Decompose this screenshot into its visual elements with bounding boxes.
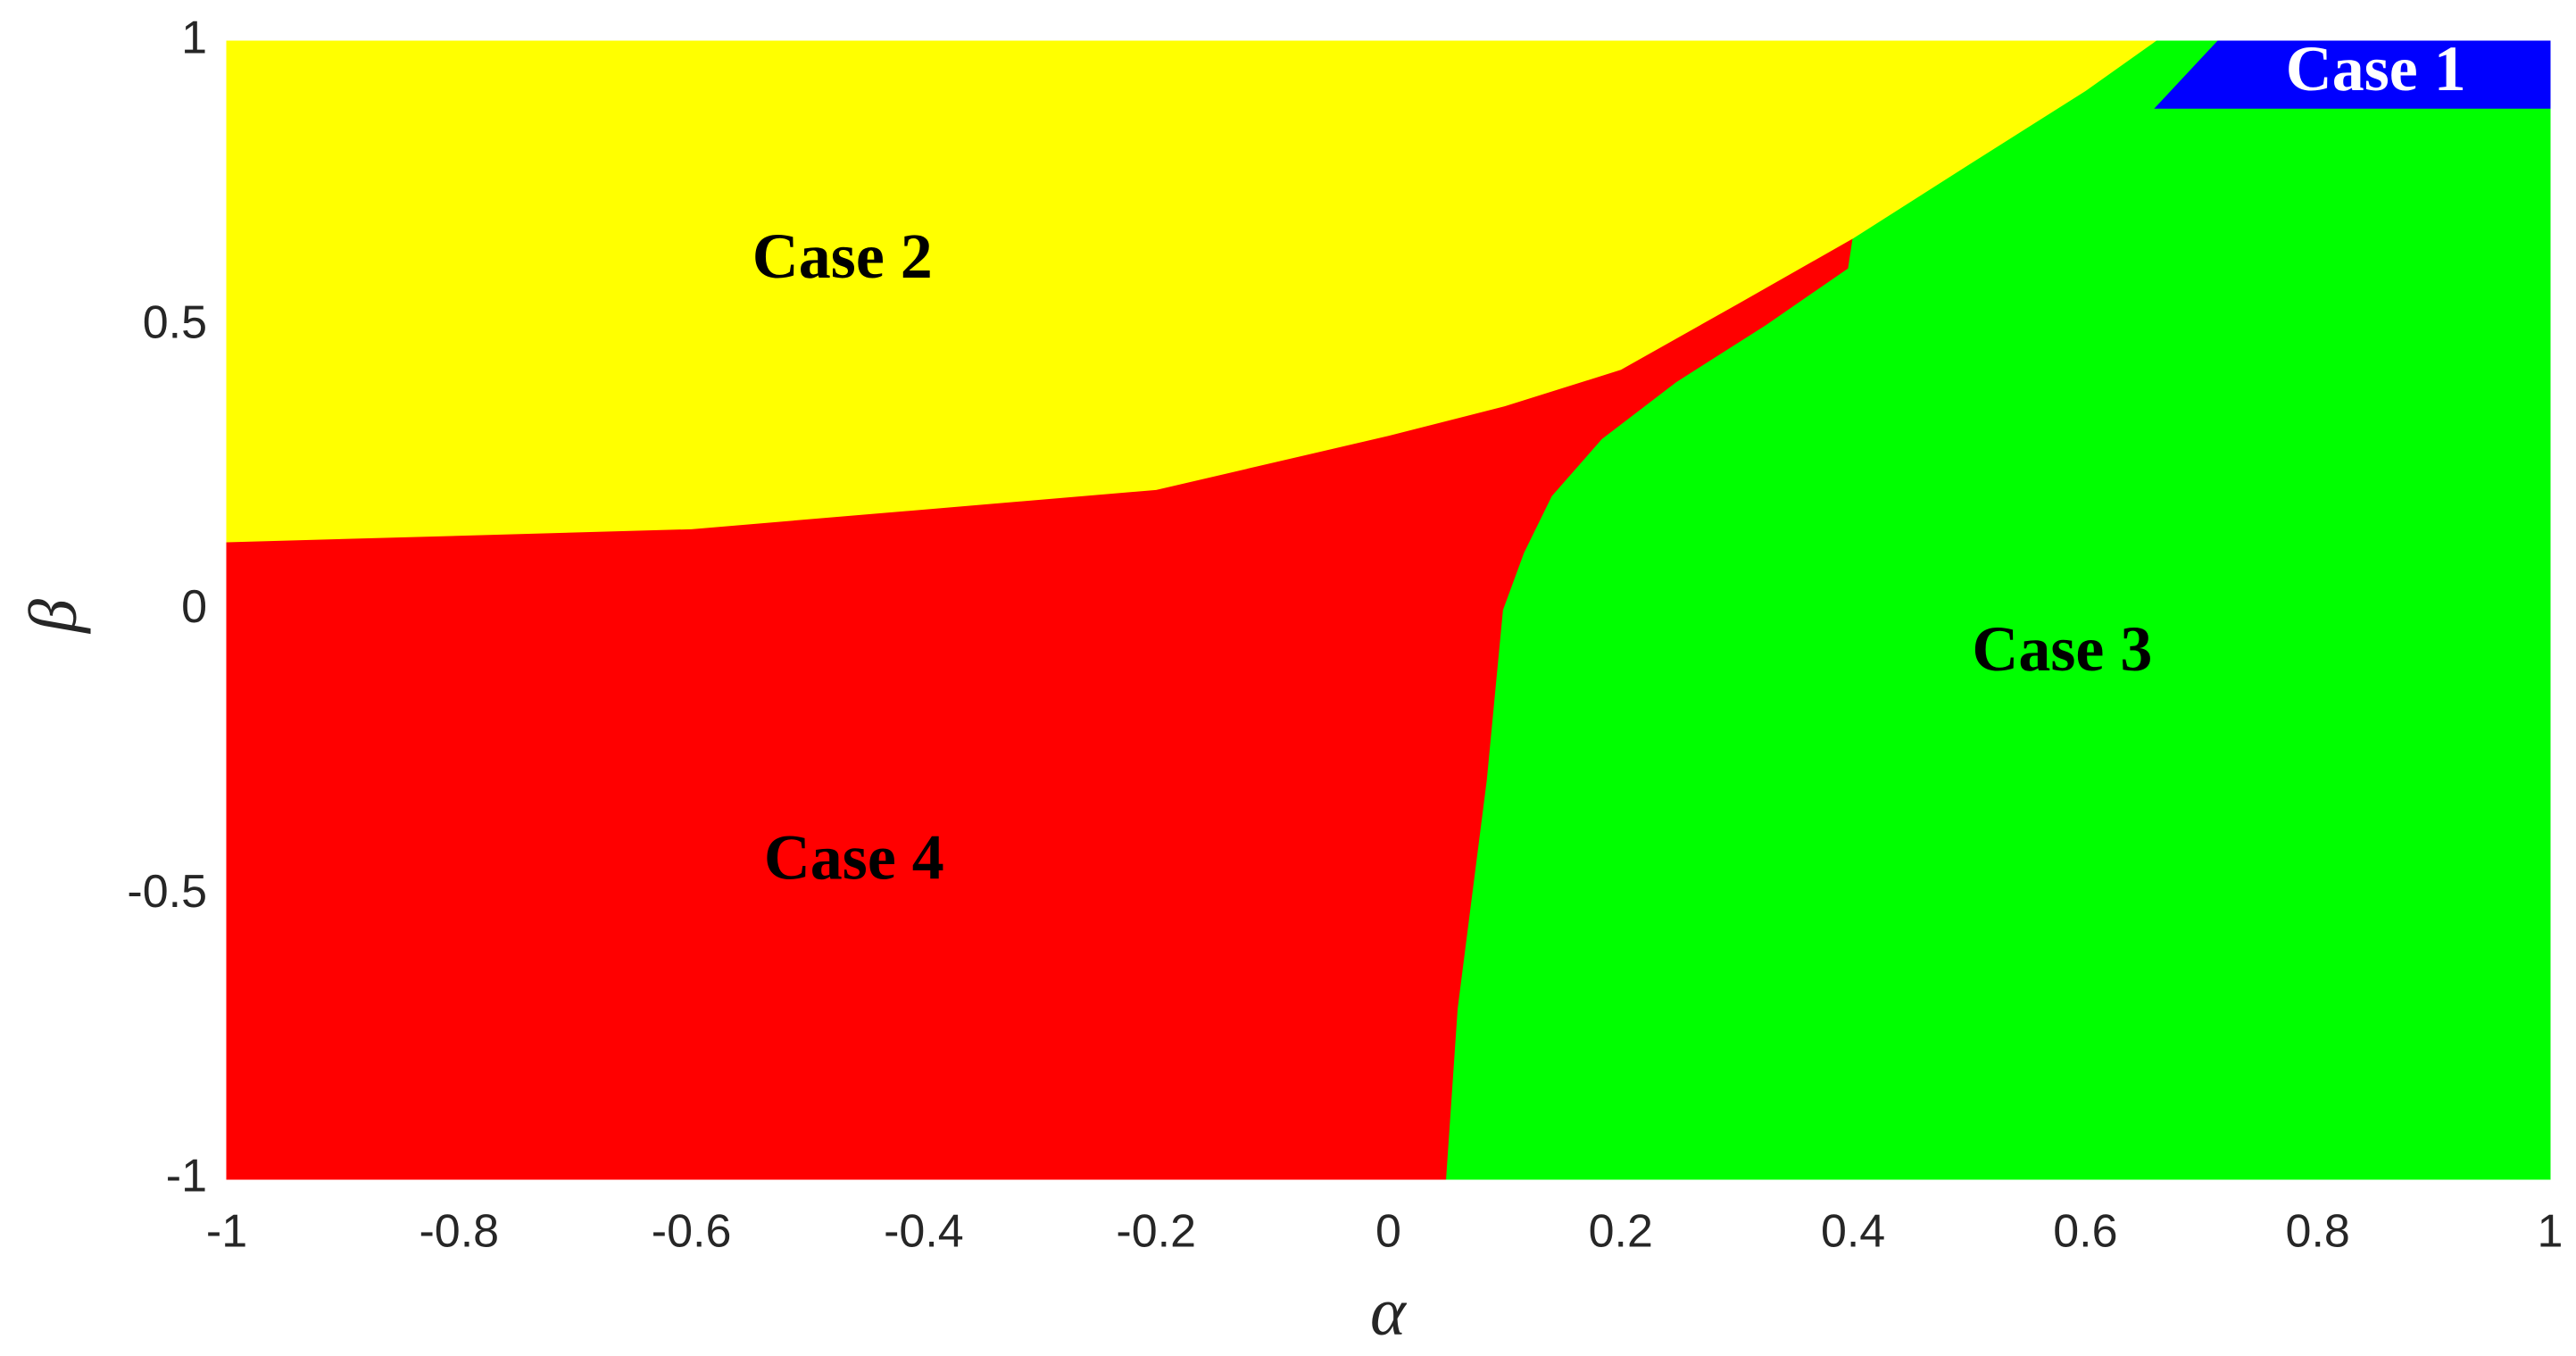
region	[226, 40, 2157, 543]
x-tick-label: -0.4	[884, 1206, 964, 1258]
region-label: Case 4	[764, 821, 944, 893]
region	[2154, 40, 2551, 109]
y-tick-label: -0.5	[127, 866, 207, 918]
region-label: Case 2	[752, 220, 933, 292]
x-tick-label: 0.2	[1589, 1206, 1653, 1258]
x-axis-label: α	[1370, 1275, 1408, 1350]
x-tick-label: -1	[206, 1206, 247, 1258]
y-tick-label: 1	[181, 12, 207, 64]
x-tick-label: 0.6	[2053, 1206, 2117, 1258]
x-tick-label: -0.8	[419, 1206, 499, 1258]
x-tick-label: -0.6	[652, 1206, 732, 1258]
x-tick-label: -0.2	[1116, 1206, 1196, 1258]
x-tick-label: 0.8	[2286, 1206, 2350, 1258]
y-axis-label: β	[16, 599, 91, 635]
region-label: Case 1	[2286, 33, 2466, 104]
x-tick-label: 1	[2538, 1206, 2564, 1258]
x-tick-label: 0.4	[1821, 1206, 1885, 1258]
x-tick-label: 0	[1375, 1206, 1401, 1258]
y-tick-label: 0	[181, 581, 207, 633]
y-tick-label: -1	[166, 1151, 207, 1202]
region-label: Case 3	[1972, 613, 2152, 685]
y-tick-label: 0.5	[143, 296, 207, 348]
